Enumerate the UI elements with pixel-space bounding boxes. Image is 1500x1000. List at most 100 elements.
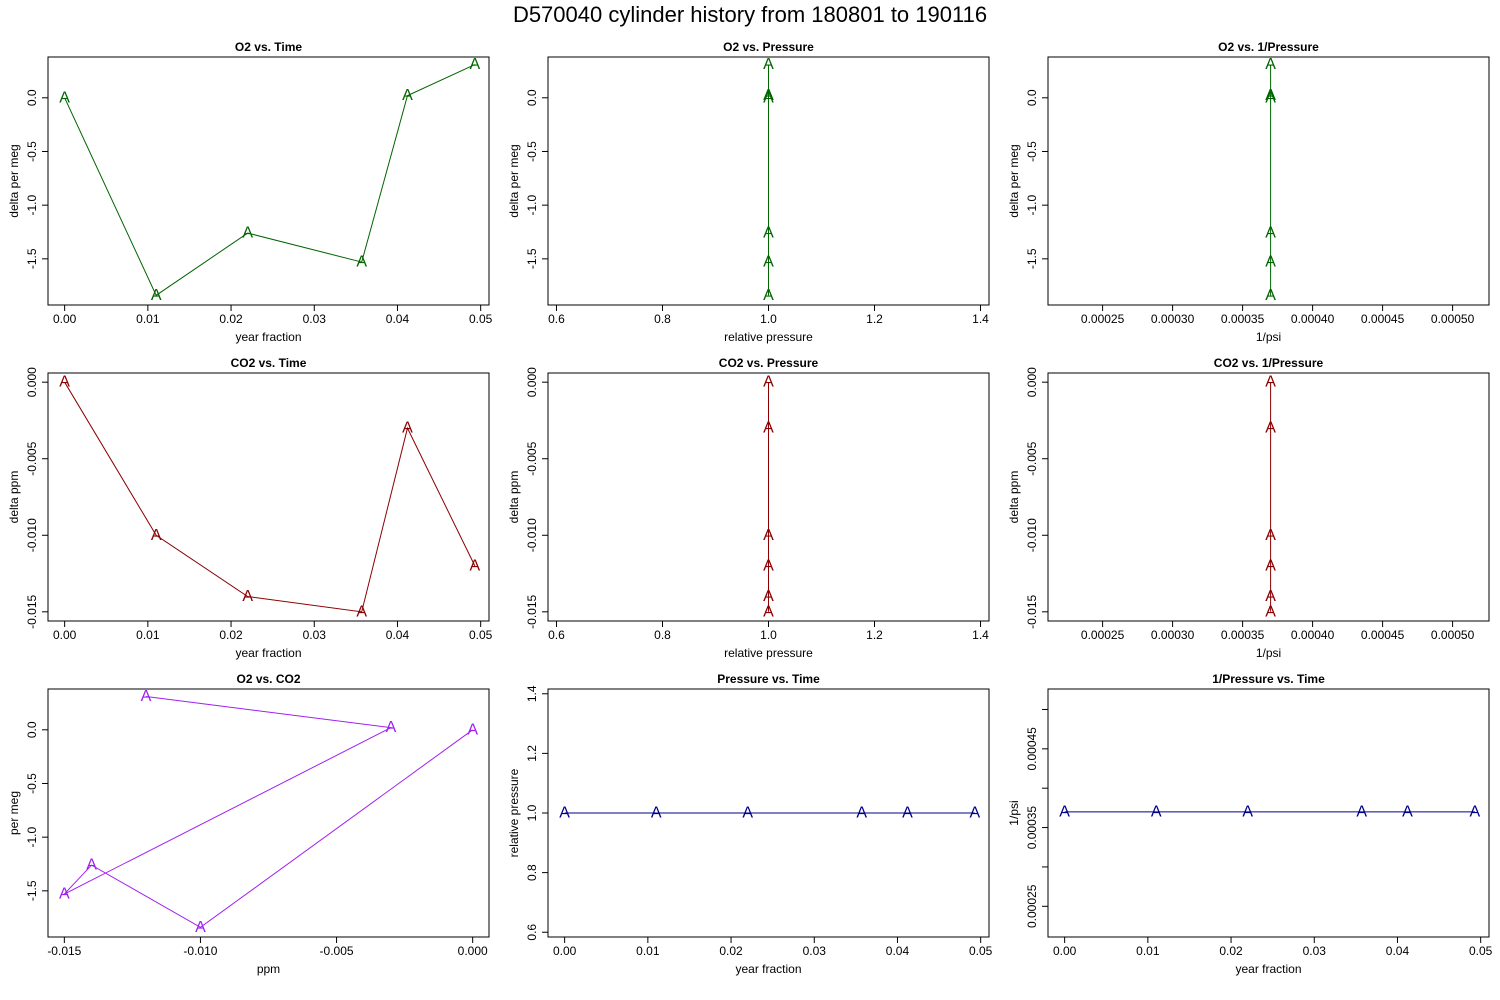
- x-tick-label: 0.05: [469, 312, 493, 326]
- x-tick-label: 0.03: [303, 628, 327, 642]
- y-tick-label: 0.0: [525, 89, 539, 106]
- data-point-marker: A: [1059, 803, 1070, 820]
- data-point-marker: A: [151, 527, 162, 544]
- x-tick-label: 0.05: [969, 944, 993, 958]
- data-point-marker: A: [356, 603, 367, 620]
- panel-pressure-vs-time: Pressure vs. Time 0.00 0.01 0.02 0.03 0.04 0.0…: [507, 672, 993, 976]
- y-tick-label: -1.0: [25, 194, 39, 215]
- x-tick-label: -0.005: [320, 944, 354, 958]
- data-point-marker: A: [1265, 89, 1276, 106]
- x-tick-label: -0.015: [47, 944, 81, 958]
- data-point-marker: A: [763, 374, 774, 391]
- y-tick-label: 0.000: [1025, 367, 1039, 397]
- panel-title: Pressure vs. Time: [717, 672, 820, 686]
- x-axis-label: 1/psi: [1256, 646, 1281, 660]
- x-tick-label: 0.00030: [1151, 628, 1195, 642]
- x-tick-label: 1.0: [760, 628, 777, 642]
- y-tick-label: 0.0: [25, 721, 39, 738]
- y-tick-label: 0.8: [525, 864, 539, 881]
- panel-co2-vs-inv-pressure: CO2 vs. 1/Pressure 0.00025 0.00030 0.00035 0…: [1007, 356, 1490, 660]
- y-tick-label: 0.000: [25, 367, 39, 397]
- x-tick-label: 0.01: [136, 312, 160, 326]
- y-tick-label: 0.0: [25, 89, 39, 106]
- x-tick-label: 1.0: [760, 312, 777, 326]
- plot-frame: [1047, 56, 1490, 306]
- x-axis-label: year fraction: [235, 646, 301, 660]
- plot-frame: [47, 56, 490, 306]
- plot-frame: [47, 688, 490, 938]
- x-tick-label: 0.00: [1053, 944, 1077, 958]
- x-tick-label: 0.05: [469, 628, 493, 642]
- y-axis-label: delta per meg: [1007, 144, 1021, 217]
- y-tick-label: -0.005: [25, 441, 39, 475]
- x-tick-label: 0.04: [386, 312, 410, 326]
- x-axis-label: 1/psi: [1256, 330, 1281, 344]
- y-tick-label: -0.015: [25, 594, 39, 628]
- series-line: [64, 64, 476, 297]
- x-tick-label: 0.02: [719, 944, 743, 958]
- data-point-marker: A: [763, 89, 774, 106]
- data-point-marker: A: [1265, 588, 1276, 605]
- data-point-marker: A: [763, 588, 774, 605]
- x-tick-label: 0.00045: [1361, 312, 1405, 326]
- data-point-marker: A: [1470, 803, 1481, 820]
- data-point-marker: A: [59, 886, 70, 903]
- y-tick-label: -1.5: [25, 880, 39, 901]
- x-tick-label: -0.010: [183, 944, 217, 958]
- x-tick-label: 0.02: [219, 312, 243, 326]
- data-point-marker: A: [402, 87, 413, 104]
- data-point-marker: A: [1265, 527, 1276, 544]
- x-axis-label: year fraction: [235, 330, 301, 344]
- y-tick-label: -0.010: [25, 518, 39, 552]
- data-point-marker: A: [763, 225, 774, 242]
- y-axis-label: relative pressure: [507, 768, 521, 857]
- y-axis-label: per meg: [7, 791, 21, 835]
- x-tick-label: 0.03: [1303, 944, 1327, 958]
- panel-title: O2 vs. Pressure: [723, 40, 814, 54]
- panel-o2-vs-co2: O2 vs. CO2 -0.015 -0.010 -0.005 0.000 0.0 -0.5…: [7, 672, 490, 976]
- panel-title: O2 vs. 1/Pressure: [1218, 40, 1319, 54]
- plot-frame: [1047, 372, 1490, 622]
- panel-title: CO2 vs. 1/Pressure: [1214, 356, 1324, 370]
- data-point-marker: A: [59, 89, 70, 106]
- data-point-marker: A: [902, 805, 913, 822]
- panel-title: O2 vs. CO2: [236, 672, 300, 686]
- data-point-marker: A: [1356, 803, 1367, 820]
- data-point-marker: A: [1265, 557, 1276, 574]
- y-tick-label: 0.0: [1025, 89, 1039, 106]
- x-axis-label: year fraction: [1235, 962, 1301, 976]
- panel-co2-vs-time: CO2 vs. Time 0.00 0.01 0.02 0.03 0.04 0.05 0.00…: [7, 356, 493, 660]
- x-tick-label: 0.00035: [1221, 628, 1265, 642]
- y-tick-label: 0.000: [525, 367, 539, 397]
- y-tick-label: -1.5: [1025, 248, 1039, 269]
- panel-o2-vs-inv-pressure: O2 vs. 1/Pressure 0.00025 0.00030 0.00035 0.…: [1007, 40, 1490, 344]
- data-point-marker: A: [763, 420, 774, 437]
- x-tick-label: 0.00050: [1431, 312, 1475, 326]
- data-point-marker: A: [763, 254, 774, 271]
- x-axis-label: ppm: [257, 962, 280, 976]
- x-tick-label: 0.00025: [1081, 628, 1125, 642]
- x-tick-label: 0.04: [886, 944, 910, 958]
- data-point-marker: A: [242, 588, 253, 605]
- x-tick-label: 0.00: [53, 312, 77, 326]
- x-tick-label: 0.00030: [1151, 312, 1195, 326]
- data-point-marker: A: [467, 721, 478, 738]
- y-tick-label: 0.00025: [1025, 884, 1039, 928]
- y-tick-label: -0.005: [525, 441, 539, 475]
- y-tick-label: -0.010: [525, 518, 539, 552]
- x-axis-label: relative pressure: [724, 330, 813, 344]
- data-point-marker: A: [59, 374, 70, 391]
- y-tick-label: -1.0: [525, 194, 539, 215]
- data-point-marker: A: [1402, 803, 1413, 820]
- data-point-marker: A: [1265, 225, 1276, 242]
- x-tick-label: 0.04: [386, 628, 410, 642]
- x-tick-label: 0.6: [548, 312, 565, 326]
- y-axis-label: 1/psi: [1007, 800, 1021, 825]
- x-axis-label: relative pressure: [724, 646, 813, 660]
- plot-frame: [47, 372, 490, 622]
- x-tick-label: 0.04: [1386, 944, 1410, 958]
- x-tick-label: 0.00: [53, 628, 77, 642]
- figure-title: D570040 cylinder history from 180801 to …: [513, 2, 987, 27]
- y-tick-label: 1.0: [525, 804, 539, 821]
- y-tick-label: -0.5: [25, 141, 39, 162]
